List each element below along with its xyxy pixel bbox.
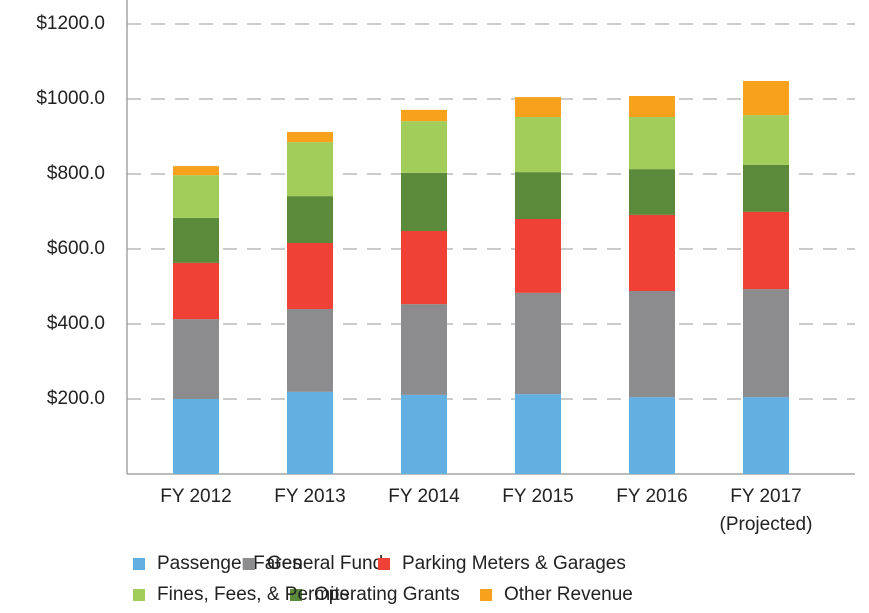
bar-segment [173,399,219,474]
y-tick-label: $400.0 [47,313,105,334]
bar-segment [629,96,675,117]
x-tick-label: FY 2016 [616,486,687,507]
bar-segment [401,121,447,173]
legend-label: Other Revenue [504,584,633,605]
legend-label: Operating Grants [314,584,460,605]
bar-segment [173,262,219,320]
bar-segment [173,166,219,176]
bar-segment [743,397,789,474]
y-tick-label: $1200.0 [36,13,105,34]
y-tick-label: $800.0 [47,163,105,184]
y-tick-label: $600.0 [47,238,105,259]
bar-segment [629,397,675,474]
x-tick-label: FY 2017 (Projected) [720,486,813,535]
bar-segment [173,217,219,263]
bar-segment [173,175,219,218]
legend-label: General Fund [267,553,383,574]
x-tick-line: FY 2015 [502,486,573,507]
legend-swatch [243,558,255,570]
legend-label: Passenger Fares [157,553,302,574]
bar-segment [401,231,447,305]
bar-segment [743,165,789,212]
bar-segment [401,304,447,395]
bar-segment [515,219,561,293]
x-tick-line: FY 2013 [274,486,345,507]
x-tick-label: FY 2014 [388,486,460,507]
bar-segment [515,117,561,173]
bar-segment [287,196,333,243]
x-tick-label: FY 2015 [502,486,573,507]
legend-swatch [480,589,492,601]
bar-segment [515,172,561,219]
bar-segment [401,172,447,231]
bar-segment [743,115,789,165]
x-tick-line: FY 2012 [160,486,231,507]
bar-segment [743,211,789,290]
bar-segment [629,169,675,215]
bar-segment [743,289,789,398]
bar-segment [287,309,333,392]
bar-segment [515,97,561,117]
bar-segment [515,292,561,395]
bar-segment [287,243,333,309]
bar-segment [173,319,219,399]
x-tick-line: FY 2017 [730,486,801,507]
x-tick-line: FY 2014 [388,486,460,507]
bar-segment [287,132,333,143]
x-tick-line: (Projected) [720,514,813,535]
bar-segment [629,214,675,291]
legend-label: Fines, Fees, & Permits [157,584,349,605]
bar-segment [515,394,561,474]
bar-segment [287,142,333,197]
x-tick-label: FY 2012 [160,486,231,507]
legend-swatch [133,589,145,601]
y-tick-label: $200.0 [47,388,105,409]
bar-segment [401,109,447,122]
legend-swatch [133,558,145,570]
legend-swatch [290,589,302,601]
y-tick-label: $1000.0 [36,88,105,109]
bar-segment [287,391,333,474]
bar-segment [629,291,675,398]
bar-segment [401,394,447,474]
x-tick-line: FY 2016 [616,486,687,507]
legend-label: Parking Meters & Garages [402,553,626,574]
x-tick-label: FY 2013 [274,486,345,507]
bar-segment [743,81,789,116]
legend-swatch [378,558,390,570]
bar-segment [629,117,675,170]
